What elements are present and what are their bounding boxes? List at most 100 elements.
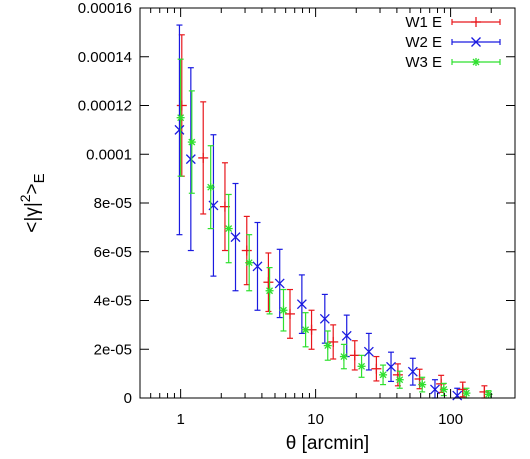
marker-stroke: [396, 376, 404, 384]
y-tick-label: 0.00016: [78, 0, 132, 17]
data-point: [301, 312, 310, 348]
data-point: [252, 221, 263, 311]
y-tick-label: 0.00012: [78, 98, 132, 115]
data-point: [395, 370, 404, 389]
marker-stroke: [407, 366, 418, 377]
marker-stroke: [252, 261, 263, 272]
marker-stroke: [341, 330, 352, 341]
data-point: [418, 376, 427, 393]
legend-label: W3 E: [405, 54, 442, 71]
series-2: [174, 24, 463, 401]
data-point: [341, 314, 352, 358]
data-point: [328, 324, 339, 360]
y-tick-label: 0.00014: [78, 49, 132, 66]
marker-stroke: [230, 232, 241, 243]
marker-stroke: [358, 362, 366, 370]
data-point: [285, 288, 296, 339]
data-point: [263, 252, 274, 313]
data-point: [176, 34, 187, 177]
marker-stroke: [379, 371, 387, 379]
marker-stroke: [266, 287, 274, 295]
data-point: [430, 379, 440, 399]
x-tick-label: 100: [438, 411, 463, 428]
data-point: [357, 354, 366, 378]
data-point: [319, 293, 330, 344]
marker-stroke: [280, 306, 287, 314]
data-point: [185, 67, 196, 252]
marker-stroke: [324, 342, 332, 350]
legend-item-1: W1 E: [405, 14, 501, 31]
marker-stroke: [225, 225, 233, 233]
data-point: [439, 382, 448, 397]
data-point: [274, 248, 285, 319]
marker-stroke: [207, 183, 215, 191]
legend-label: W1 E: [405, 14, 442, 31]
data-point: [245, 234, 254, 292]
data-point: [296, 274, 307, 335]
marker-stroke: [174, 124, 185, 135]
marker-stroke: [188, 138, 196, 146]
marker-stroke: [485, 390, 492, 398]
data-point: [379, 364, 388, 386]
y-axis-title-rest: >: [22, 183, 43, 194]
marker-stroke: [185, 154, 196, 165]
legend-label: W2 E: [405, 34, 442, 51]
data-point: [176, 58, 185, 177]
marker-stroke: [363, 346, 374, 357]
data-point: [386, 351, 396, 383]
marker-stroke: [386, 361, 396, 372]
marker-stroke: [296, 299, 307, 310]
data-point: [206, 145, 215, 230]
data-point: [187, 90, 196, 194]
y-tick-label: 4e-05: [94, 293, 132, 310]
data-point: [371, 355, 382, 382]
marker-stroke: [430, 384, 440, 395]
y-axis-title: <|γ|2>E: [17, 173, 48, 232]
legend-item-3: W3 E: [405, 54, 501, 71]
data-point: [323, 330, 332, 361]
marker-stroke: [418, 381, 426, 389]
data-point: [198, 101, 209, 215]
x-tick-label: 10: [307, 411, 324, 428]
marker-stroke: [440, 386, 448, 393]
marker-stroke: [471, 37, 481, 47]
data-point: [349, 340, 360, 371]
marker-stroke: [340, 353, 348, 361]
data-point: [230, 182, 241, 292]
data-point: [339, 343, 348, 370]
data-point: [363, 332, 374, 371]
x-tick-label: 1: [176, 411, 184, 428]
data-point: [174, 24, 185, 236]
legend: W1 E W2 E W3 E: [405, 14, 501, 71]
data-point: [392, 363, 403, 387]
marker-stroke: [245, 259, 253, 267]
marker-stroke: [452, 390, 463, 401]
y-tick-label: 2e-05: [94, 341, 132, 358]
data-point: [279, 288, 288, 332]
marker-stroke: [302, 326, 310, 334]
data-point: [224, 193, 233, 264]
y-axis-title-main: <|γ|: [22, 202, 43, 232]
data-point: [241, 215, 252, 286]
marker-stroke: [462, 389, 470, 397]
y-axis: 0 2e-05 4e-05 6e-05 8e-05 0.0001 0.00012 0.0001…: [78, 0, 515, 407]
y-axis-title-sup: 2: [17, 194, 33, 202]
x-axis-title: θ [arcmin]: [286, 433, 369, 454]
y-tick-label: 0.0001: [86, 146, 132, 163]
y-tick-label: 0: [124, 390, 132, 407]
y-axis-title-sub: E: [31, 173, 48, 183]
y-tick-label: 8e-05: [94, 195, 132, 212]
series-3: [176, 58, 493, 399]
series-1: [176, 34, 490, 399]
legend-item-2: W2 E: [405, 34, 501, 51]
marker-stroke: [177, 114, 185, 122]
data-point: [407, 357, 418, 386]
data-point: [265, 266, 274, 315]
marker-stroke: [472, 58, 480, 66]
marker-stroke: [319, 313, 330, 324]
x-axis: 1 10 100: [139, 8, 516, 428]
marker-stroke: [274, 278, 285, 289]
data-layer: [174, 24, 493, 401]
